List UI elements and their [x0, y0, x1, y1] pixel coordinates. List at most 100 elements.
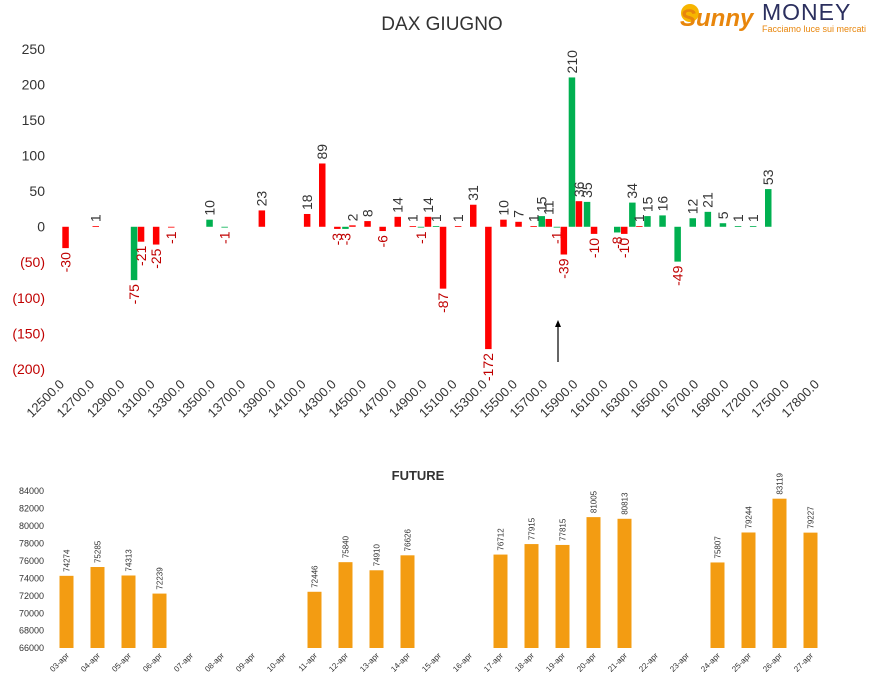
- y-tick-label: (100): [12, 290, 45, 306]
- bar: [168, 226, 175, 228]
- x-tick-label: 26-apr: [761, 651, 784, 674]
- data-label: 79244: [744, 506, 753, 529]
- data-label: 74910: [372, 543, 381, 566]
- data-label: -30: [57, 252, 73, 272]
- x-tick-label: 13-apr: [358, 651, 381, 674]
- y-tick-label: 50: [29, 183, 45, 199]
- x-tick-label: 22-apr: [637, 651, 660, 674]
- bar: [530, 226, 537, 227]
- data-label: 75807: [713, 536, 722, 559]
- data-label: 14: [390, 197, 406, 213]
- x-tick-label: 09-apr: [234, 651, 257, 674]
- bar: [121, 575, 136, 648]
- x-tick-label: 12-apr: [327, 651, 350, 674]
- data-label: 35: [579, 182, 595, 198]
- data-label: 2: [344, 213, 360, 221]
- data-label: 15: [534, 196, 550, 212]
- data-label: 72239: [155, 567, 164, 590]
- data-label: 21: [700, 192, 716, 208]
- data-label: 81005: [589, 490, 598, 513]
- x-tick-label: 20-apr: [575, 651, 598, 674]
- bar: [152, 226, 160, 245]
- bar: [524, 544, 539, 648]
- bar: [485, 226, 492, 350]
- data-label: 83119: [775, 472, 784, 494]
- y-tick-label: (150): [12, 325, 45, 341]
- logo-tagline: Facciamo luce sui mercati: [762, 24, 866, 34]
- bar: [803, 532, 818, 648]
- bar: [432, 226, 440, 227]
- x-tick-label: 10-apr: [265, 651, 288, 674]
- bar: [553, 226, 561, 228]
- bar: [741, 532, 756, 648]
- data-label: 14: [420, 197, 436, 213]
- bar: [319, 163, 326, 227]
- logo-name: MONEY: [762, 0, 851, 25]
- y-tick-label: 80000: [19, 521, 44, 531]
- data-label: -172: [480, 353, 496, 381]
- bar: [538, 216, 545, 227]
- bar: [137, 226, 145, 242]
- data-label: -1: [413, 231, 429, 244]
- y-tick-label: 200: [22, 76, 46, 92]
- y-tick-label: 70000: [19, 608, 44, 618]
- data-label: 7: [510, 210, 526, 218]
- bar: [152, 593, 167, 648]
- bar: [59, 575, 74, 648]
- data-label: 1: [88, 214, 104, 222]
- logo: Sunny MONEY Facciamo luce sui mercati: [680, 0, 866, 34]
- bar: [307, 591, 322, 648]
- data-label: -3: [337, 233, 353, 246]
- x-tick-label: 03-apr: [48, 651, 71, 674]
- y-tick-label: 100: [22, 148, 46, 164]
- x-tick-label: 06-apr: [141, 651, 164, 674]
- data-label: 18: [299, 194, 315, 210]
- data-label: 1: [631, 214, 647, 222]
- bar: [258, 210, 266, 227]
- x-tick-label: 21-apr: [606, 651, 629, 674]
- bar: [555, 544, 570, 648]
- data-label: 75285: [93, 540, 102, 563]
- y-tick-label: 68000: [19, 626, 44, 636]
- bar: [545, 218, 552, 227]
- bar: [689, 218, 696, 227]
- bar: [560, 226, 568, 255]
- bar: [772, 498, 787, 648]
- bar: [590, 226, 598, 234]
- y-tick-label: 66000: [19, 643, 44, 653]
- data-label: -75: [126, 284, 142, 304]
- y-tick-label: 72000: [19, 591, 44, 601]
- bar: [206, 219, 213, 227]
- bar: [644, 216, 651, 227]
- bar: [369, 570, 384, 648]
- bar: [575, 201, 583, 227]
- bar: [493, 554, 508, 648]
- x-tick-label: 14-apr: [389, 651, 412, 674]
- bar: [614, 226, 621, 233]
- data-label: 74313: [124, 549, 133, 572]
- data-label: -1: [163, 231, 179, 244]
- data-label: -1: [217, 231, 233, 244]
- data-label: -10: [616, 238, 632, 258]
- data-label: 1: [405, 214, 421, 222]
- bar: [454, 226, 462, 227]
- bar: [500, 219, 507, 227]
- bar: [221, 226, 228, 228]
- data-label: -10: [586, 238, 602, 258]
- bar: [621, 226, 628, 234]
- bar: [568, 77, 576, 227]
- data-label: 10: [495, 200, 511, 216]
- y-tick-label: 76000: [19, 556, 44, 566]
- data-label: -21: [133, 245, 149, 265]
- data-label: 23: [254, 191, 270, 207]
- bar: [92, 226, 99, 227]
- data-label: 53: [760, 169, 776, 185]
- bar: [130, 226, 138, 281]
- x-tick-label: 07-apr: [172, 651, 195, 674]
- bar: [90, 567, 105, 648]
- data-label: -25: [148, 248, 164, 268]
- data-label: 31: [465, 185, 481, 201]
- data-label: -87: [435, 292, 451, 312]
